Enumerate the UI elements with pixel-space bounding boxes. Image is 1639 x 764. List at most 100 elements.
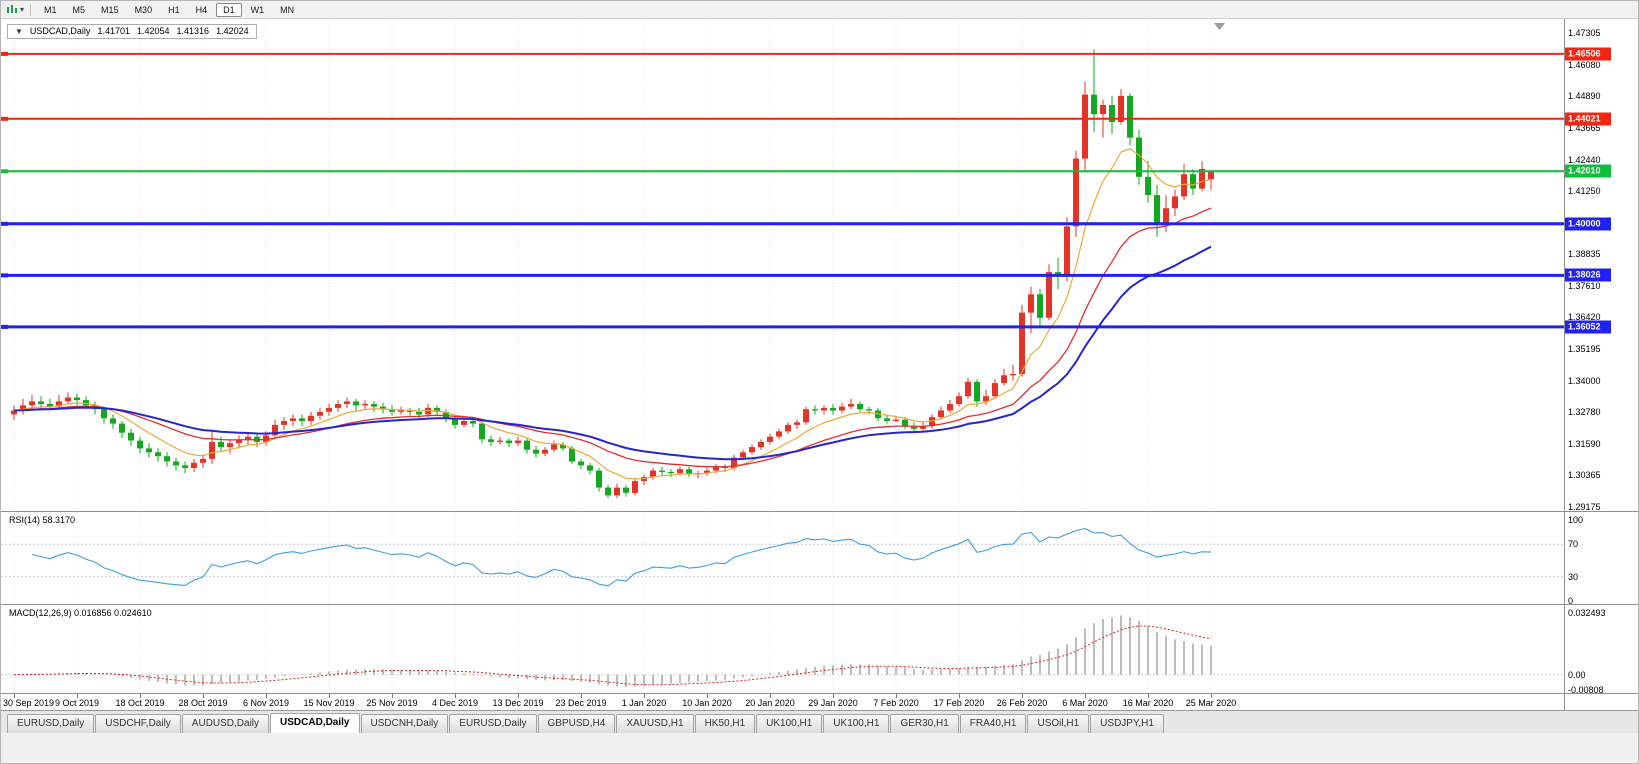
price-scale-label: 1.38835 — [1568, 249, 1601, 260]
toolbar-separator — [30, 3, 32, 16]
rsi-plot[interactable]: RSI(14) 58.3170 — [1, 512, 1564, 604]
chart-tab-fra40-h1[interactable]: FRA40,H1 — [959, 714, 1027, 733]
time-axis-tick — [329, 694, 330, 698]
time-axis-tick — [1148, 694, 1149, 698]
hline-price-badge: 1.42010 — [1565, 164, 1611, 178]
chart-shift-marker-icon[interactable] — [1214, 23, 1225, 30]
time-axis-label: 6 Nov 2019 — [242, 698, 290, 708]
macd-plot[interactable]: MACD(12,26,9) 0.016856 0.024610 — [1, 605, 1564, 693]
chart-info-label: ▼ USDCAD,Daily 1.41701 1.42054 1.41316 1… — [7, 24, 257, 39]
time-axis-label: 10 Jan 2020 — [682, 698, 732, 708]
moving-averages-layer — [13, 148, 1212, 480]
chart-tab-eurusd-daily[interactable]: EURUSD,Daily — [7, 714, 95, 733]
timeframe-button-w1[interactable]: W1 — [250, 4, 265, 15]
chart-tab-gbpusd-h4[interactable]: GBPUSD,H4 — [537, 714, 616, 733]
chart-type-icon[interactable] — [6, 4, 19, 15]
price-scale-label: 1.36420 — [1568, 312, 1601, 323]
chart-tab-usdcad-daily[interactable]: USDCAD,Daily — [270, 713, 360, 733]
rsi-pane: RSI(14) 58.3170 100 70 30 0 — [1, 511, 1638, 604]
chart-tab-bar: EURUSD,Daily USDCHF,Daily AUDUSD,Daily USDC… — [1, 710, 1638, 733]
time-axis-tick — [392, 694, 393, 698]
price-scale-label: 1.44890 — [1568, 91, 1601, 102]
rsi-scale[interactable]: 100 70 30 0 — [1564, 512, 1638, 604]
macd-pane: MACD(12,26,9) 0.016856 0.024610 0.032493… — [1, 604, 1638, 693]
time-axis-label: 25 Mar 2020 — [1185, 698, 1237, 708]
chart-tab-ger30-h1[interactable]: GER30,H1 — [890, 714, 959, 733]
hline-price-badge: 1.46506 — [1565, 47, 1611, 61]
time-axis-tick — [896, 694, 897, 698]
time-axis-label: 28 Oct 2019 — [178, 698, 228, 708]
time-axis-tick — [14, 694, 15, 698]
time-axis-label: 15 Nov 2019 — [303, 698, 355, 708]
time-axis-label: 18 Oct 2019 — [115, 698, 165, 708]
macd-scale-label: -0.00808 — [1568, 685, 1604, 693]
ohlc-low: 1.41316 — [176, 26, 210, 36]
price-chart-plot[interactable]: ▼ USDCAD,Daily 1.41701 1.42054 1.41316 1… — [1, 19, 1564, 511]
macd-scale[interactable]: 0.032493 0.00 -0.00808 — [1564, 605, 1638, 693]
price-scale-label: 1.47305 — [1568, 28, 1601, 39]
ohlc-open: 1.41701 — [97, 26, 130, 36]
time-axis-label: 13 Dec 2019 — [492, 698, 544, 708]
time-axis-label: 9 Oct 2019 — [54, 698, 100, 708]
price-scale[interactable]: 1.47305 1.46080 1.44890 1.43665 1.42440 1.412… — [1564, 19, 1638, 512]
rsi-scale-label: 0 — [1568, 596, 1574, 604]
timeframe-button-m30[interactable]: M30 — [134, 4, 153, 15]
price-scale-label: 1.42440 — [1568, 155, 1601, 166]
macd-histogram-layer — [22, 615, 1212, 688]
rsi-scale-label: 70 — [1568, 539, 1579, 550]
hline-price-badge: 1.36052 — [1565, 320, 1611, 334]
price-scale-label: 1.30365 — [1568, 470, 1601, 481]
macd-canvas[interactable] — [1, 605, 1564, 693]
time-axis-label: 1 Jan 2020 — [621, 698, 667, 708]
timeframe-toolbar: ▾ M1 M5 M15 M30 H1 H4 D1 W1 MN — [1, 1, 1638, 19]
price-scale-label: 1.29175 — [1568, 501, 1601, 512]
chart-tab-usoil-h1[interactable]: USOil,H1 — [1027, 714, 1090, 733]
time-axis-tick — [1022, 694, 1023, 698]
price-scale-label: 1.46080 — [1568, 60, 1601, 70]
hline-price-badge: 1.38026 — [1565, 268, 1611, 282]
ohlc-close: 1.42024 — [216, 26, 249, 36]
price-chart-canvas[interactable] — [1, 19, 1564, 511]
timeframe-buttons-group: M1 M5 M15 M30 H1 H4 D1 W1 MN — [37, 2, 301, 17]
macd-scale-label: 0.00 — [1568, 669, 1586, 680]
chart-tab-eurusd-daily[interactable]: EURUSD,Daily — [449, 714, 537, 733]
chart-tab-usdchf-daily[interactable]: USDCHF,Daily — [95, 714, 181, 733]
time-axis-tick — [203, 694, 204, 698]
time-axis-tick — [1085, 694, 1086, 698]
chart-tab-xauusd-h1[interactable]: XAUUSD,H1 — [616, 714, 694, 733]
timeframe-button-m5[interactable]: M5 — [72, 4, 86, 15]
ohlc-high: 1.42054 — [136, 26, 170, 36]
chart-tab-audusd-daily[interactable]: AUDUSD,Daily — [181, 714, 270, 733]
time-axis-tick — [1211, 694, 1212, 698]
chart-tab-usdjpy-h1[interactable]: USDJPY,H1 — [1090, 714, 1164, 733]
time-axis-label: 29 Jan 2020 — [808, 698, 858, 708]
timeframe-button-h1[interactable]: H1 — [168, 4, 180, 15]
chart-tab-usdcnh-daily[interactable]: USDCNH,Daily — [360, 714, 449, 733]
horizontal-lines-layer[interactable] — [1, 51, 1564, 329]
timeframe-button-m1[interactable]: M1 — [44, 4, 57, 15]
chart-tab-uk100-h1[interactable]: UK100,H1 — [756, 714, 823, 733]
chart-tab-hk50-h1[interactable]: HK50,H1 — [694, 714, 756, 733]
price-scale-label: 1.35195 — [1568, 344, 1601, 355]
time-axis-tick — [959, 694, 960, 698]
time-axis-tick — [833, 694, 834, 698]
rsi-canvas[interactable] — [1, 512, 1564, 604]
rsi-scale-label: 100 — [1568, 515, 1584, 525]
time-axis[interactable]: 30 Sep 2019 9 Oct 2019 18 Oct 2019 28 Oct 2… — [1, 693, 1638, 711]
timeframe-button-h4[interactable]: H4 — [195, 4, 208, 15]
price-scale-label: 1.41250 — [1568, 186, 1601, 197]
timeframe-button-d1[interactable]: D1 — [216, 2, 242, 17]
rsi-scale-label: 30 — [1568, 571, 1579, 582]
one-click-collapse-icon[interactable]: ▼ — [15, 26, 23, 36]
chart-symbol-label: USDCAD,Daily — [29, 26, 91, 36]
chart-tab-uk100-h1[interactable]: UK100,H1 — [823, 714, 890, 733]
time-axis-label: 16 Mar 2020 — [1122, 698, 1174, 708]
timeframe-button-mn[interactable]: MN — [280, 4, 295, 15]
time-axis-tick — [770, 694, 771, 698]
timeframe-button-m15[interactable]: M15 — [101, 4, 119, 15]
price-scale-label: 1.37610 — [1568, 281, 1601, 292]
macd-indicator-label: MACD(12,26,9) 0.016856 0.024610 — [9, 608, 152, 618]
time-axis-tick — [707, 694, 708, 698]
chart-type-dropdown-icon[interactable]: ▾ — [20, 5, 25, 14]
